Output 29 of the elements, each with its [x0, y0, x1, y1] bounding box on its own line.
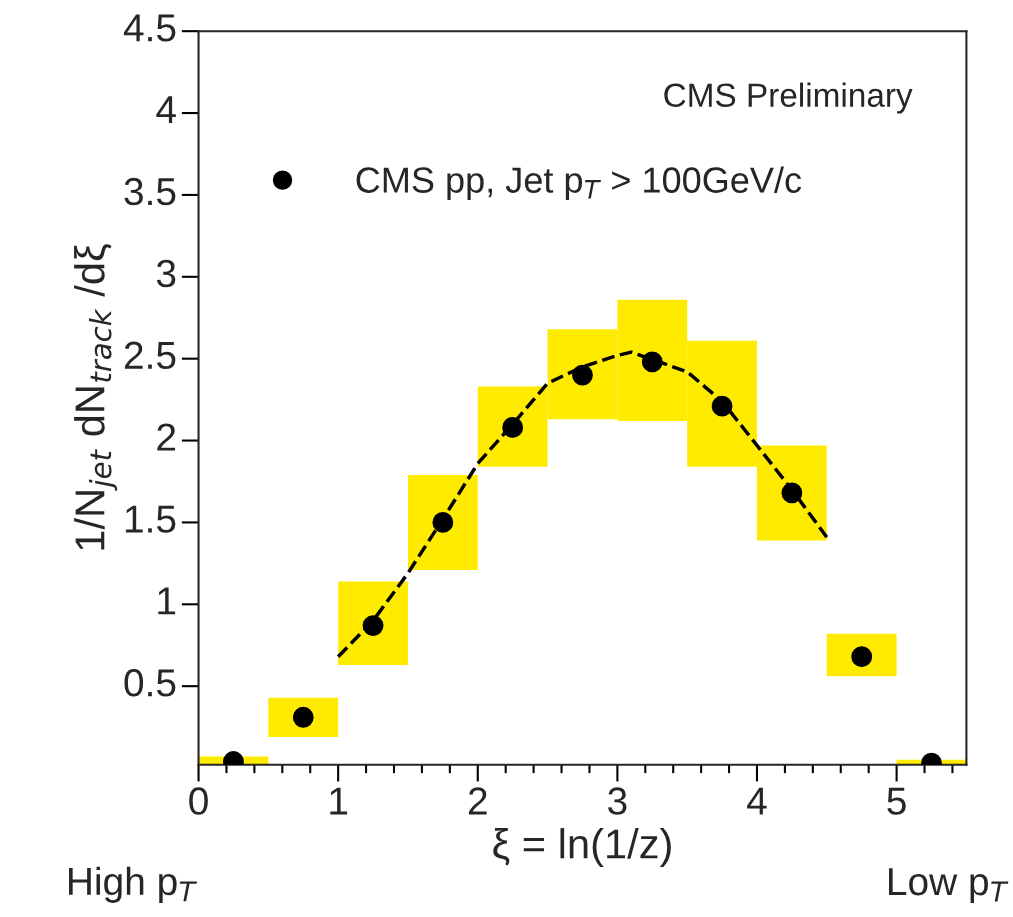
- line-series: [336, 350, 829, 659]
- x-tick-label: 2: [468, 787, 487, 815]
- point: [572, 364, 593, 386]
- text: High p$_{T}$: [69, 866, 198, 903]
- point: [641, 351, 663, 373]
- x-tick-label: 1: [330, 787, 348, 815]
- text: Low p$_{T}$: [889, 868, 1009, 904]
- annotation: CMS Preliminary: [664, 82, 913, 114]
- x-tick-label: 5: [887, 787, 906, 815]
- point: [781, 482, 803, 504]
- y-tick-label: 3: [156, 259, 176, 288]
- x-tick-label: 0: [189, 787, 208, 815]
- point: [711, 395, 733, 417]
- point: [432, 512, 454, 533]
- y-tick-label: 0.5: [124, 669, 176, 697]
- y-tick-label: 3.5: [124, 177, 176, 206]
- x-tick-label: 3: [608, 787, 627, 815]
- y-tick-label: 1: [158, 587, 176, 615]
- y-tick-label: 2: [157, 423, 176, 451]
- y-tick-label: 4: [156, 96, 176, 124]
- y-axis-title: 1/N$_{jet}$ dN$_{track}$ /dξ: [74, 244, 118, 550]
- legend-label: CMS pp, Jet p$_{T}$ > 100GeV/c: [356, 166, 802, 201]
- x-axis-title: ξ = ln(1/z): [493, 828, 671, 867]
- y-tick-label: 2.5: [124, 341, 176, 370]
- y-tick-label: 1.5: [125, 505, 176, 533]
- bar: [338, 581, 408, 665]
- x-tick-label: 4: [747, 787, 767, 815]
- bar: [407, 474, 478, 570]
- y-tick-label: 4.5: [123, 14, 176, 42]
